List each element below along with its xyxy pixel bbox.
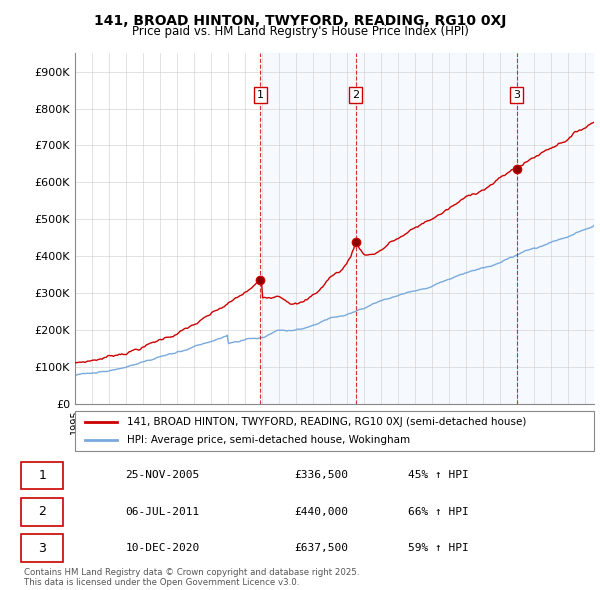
Text: 45% ↑ HPI: 45% ↑ HPI xyxy=(407,470,468,480)
Text: 25-NOV-2005: 25-NOV-2005 xyxy=(125,470,200,480)
Text: HPI: Average price, semi-detached house, Wokingham: HPI: Average price, semi-detached house,… xyxy=(127,435,410,445)
Text: £440,000: £440,000 xyxy=(295,507,349,517)
FancyBboxPatch shape xyxy=(21,498,64,526)
Text: Price paid vs. HM Land Registry's House Price Index (HPI): Price paid vs. HM Land Registry's House … xyxy=(131,25,469,38)
Text: 141, BROAD HINTON, TWYFORD, READING, RG10 0XJ: 141, BROAD HINTON, TWYFORD, READING, RG1… xyxy=(94,14,506,28)
Bar xyxy=(356,53,517,404)
Text: £336,500: £336,500 xyxy=(295,470,349,480)
Text: 3: 3 xyxy=(513,90,520,100)
FancyBboxPatch shape xyxy=(21,535,64,562)
Text: 10-DEC-2020: 10-DEC-2020 xyxy=(125,543,200,553)
Text: 1: 1 xyxy=(257,90,264,100)
FancyBboxPatch shape xyxy=(21,461,64,489)
Text: 2: 2 xyxy=(38,505,46,519)
Text: £637,500: £637,500 xyxy=(295,543,349,553)
Bar xyxy=(260,53,356,404)
Text: 141, BROAD HINTON, TWYFORD, READING, RG10 0XJ (semi-detached house): 141, BROAD HINTON, TWYFORD, READING, RG1… xyxy=(127,418,526,428)
Text: 1: 1 xyxy=(38,469,46,482)
Text: Contains HM Land Registry data © Crown copyright and database right 2025.
This d: Contains HM Land Registry data © Crown c… xyxy=(24,568,359,587)
Text: 2: 2 xyxy=(352,90,359,100)
Text: 3: 3 xyxy=(38,542,46,555)
Bar xyxy=(517,53,594,404)
Text: 59% ↑ HPI: 59% ↑ HPI xyxy=(407,543,468,553)
Text: 06-JUL-2011: 06-JUL-2011 xyxy=(125,507,200,517)
Text: 66% ↑ HPI: 66% ↑ HPI xyxy=(407,507,468,517)
